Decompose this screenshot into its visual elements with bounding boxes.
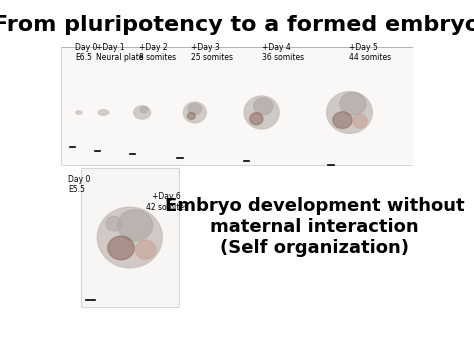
Bar (61, 47, 413, 164)
Ellipse shape (183, 102, 206, 123)
Ellipse shape (327, 92, 372, 133)
Ellipse shape (118, 210, 153, 241)
Text: Embryo development without
maternal interaction
(Self organization): Embryo development without maternal inte… (164, 197, 464, 257)
Ellipse shape (106, 216, 122, 231)
Text: Day 0
E5.5: Day 0 E5.5 (68, 175, 91, 194)
Ellipse shape (254, 98, 273, 114)
Ellipse shape (244, 96, 279, 129)
Ellipse shape (188, 104, 201, 114)
Text: Day 0
E6.5: Day 0 E6.5 (75, 43, 98, 62)
Text: +Day 3
25 somites: +Day 3 25 somites (191, 43, 233, 62)
Text: +Day 5
44 somites: +Day 5 44 somites (349, 43, 392, 62)
Ellipse shape (333, 112, 352, 128)
Text: From pluripotency to a formed embryo: From pluripotency to a formed embryo (0, 15, 474, 35)
Ellipse shape (97, 207, 162, 268)
Ellipse shape (250, 113, 263, 125)
Ellipse shape (187, 112, 195, 119)
Bar (81, 168, 179, 307)
Ellipse shape (136, 240, 156, 259)
Text: +Day 2
8 somites: +Day 2 8 somites (138, 43, 176, 62)
Text: +Day 6
42 somites: +Day 6 42 somites (146, 193, 188, 212)
Ellipse shape (108, 236, 134, 260)
Text: +Day 4
36 somites: +Day 4 36 somites (262, 43, 304, 62)
Ellipse shape (140, 107, 148, 113)
Ellipse shape (76, 111, 82, 114)
Text: +Day 1
Neural plate: +Day 1 Neural plate (96, 43, 144, 62)
Ellipse shape (134, 106, 151, 119)
Ellipse shape (98, 110, 109, 115)
Ellipse shape (340, 92, 366, 115)
Ellipse shape (353, 114, 367, 128)
